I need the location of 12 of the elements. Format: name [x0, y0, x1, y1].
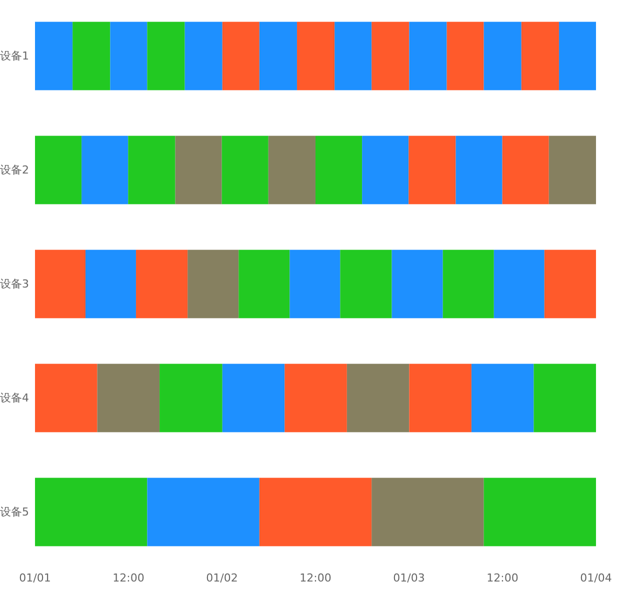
text: 01/04 [580, 572, 612, 584]
text: 12:00 [300, 572, 332, 584]
text: 01/02 [206, 572, 238, 584]
y-tick-label: 设备1 [0, 50, 29, 62]
y-tick-label: 设备4 [0, 392, 29, 404]
y-tick-label: 设备3 [0, 278, 29, 290]
text: 12:00 [486, 572, 518, 584]
y-tick-label: 设备5 [0, 506, 29, 518]
y-tick-label: 设备2 [0, 164, 29, 176]
text: 01/01 [19, 572, 51, 584]
text: 01/03 [393, 572, 425, 584]
text: 12:00 [112, 572, 144, 584]
